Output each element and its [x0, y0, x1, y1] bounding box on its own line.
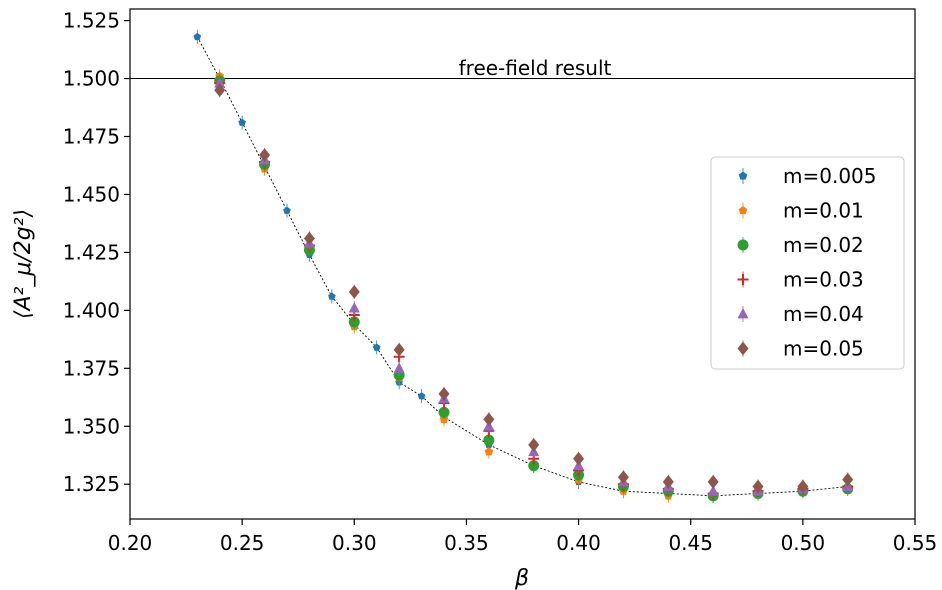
x-tick-label: 0.25 — [220, 531, 265, 555]
y-tick-label: 1.350 — [63, 414, 120, 438]
data-point — [752, 479, 764, 494]
data-point — [438, 406, 450, 418]
y-tick-label: 1.400 — [63, 298, 120, 322]
data-point — [393, 362, 405, 373]
data-point — [348, 284, 360, 299]
y-tick-label: 1.450 — [63, 182, 120, 206]
data-point — [662, 475, 674, 489]
legend-label: m=0.03 — [783, 268, 864, 292]
data-point — [417, 392, 426, 400]
legend: m=0.005 m=0.01 m=0.02 m=0.03 m=0.04 m=0.05 — [710, 156, 905, 370]
legend-marker — [738, 206, 748, 215]
legend-marker — [737, 307, 749, 319]
data-point — [438, 386, 450, 401]
data-point — [303, 231, 315, 246]
x-tick-label: 0.45 — [668, 531, 713, 555]
x-tick-label: 0.50 — [781, 531, 826, 555]
data-point — [573, 451, 585, 466]
y-tick-label: 1.525 — [63, 9, 120, 33]
data-point — [283, 206, 291, 214]
data-point — [528, 437, 540, 452]
data-point — [214, 83, 226, 98]
data-point — [393, 342, 405, 357]
x-tick-label: 0.40 — [556, 531, 601, 555]
x-tick-label: 0.35 — [444, 531, 489, 555]
data-point — [259, 148, 271, 162]
legend-label: m=0.04 — [783, 302, 864, 326]
legend-box — [710, 156, 905, 370]
data-point — [483, 434, 495, 446]
y-tick-label: 1.425 — [63, 240, 120, 264]
legend-marker — [737, 274, 749, 285]
data-point — [797, 479, 809, 494]
legend-label: m=0.05 — [783, 337, 864, 361]
legend-label: m=0.01 — [783, 199, 864, 223]
legend-label: m=0.005 — [783, 164, 877, 188]
y-axis-label: ⟨A²_μ/2g²⟩ — [11, 209, 36, 319]
legend-label: m=0.02 — [783, 233, 864, 257]
x-axis: 0.20 0.25 0.30 0.35 0.40 0.45 0.50 0.55 — [108, 519, 938, 555]
y-tick-label: 1.375 — [63, 356, 120, 380]
data-point — [484, 447, 494, 456]
x-tick-label: 0.55 — [893, 531, 938, 555]
data-point — [842, 472, 854, 487]
reference-line-label: free-field result — [459, 56, 612, 80]
data-point — [214, 77, 226, 88]
data-point — [483, 412, 495, 427]
data-point — [348, 301, 360, 313]
y-tick-label: 1.475 — [63, 125, 120, 149]
legend-marker — [738, 171, 748, 180]
data-points-group — [193, 29, 854, 503]
x-tick-label: 0.20 — [108, 531, 153, 555]
x-tick-label: 0.30 — [332, 531, 377, 555]
y-tick-label: 1.325 — [63, 472, 120, 496]
legend-marker — [737, 341, 749, 356]
data-point — [617, 470, 629, 485]
y-axis: 1.325 1.350 1.375 1.400 1.425 1.450 1.475 1.500… — [63, 9, 130, 496]
plot-frame — [129, 8, 916, 520]
data-point — [707, 475, 719, 489]
data-point — [372, 343, 381, 351]
legend-marker — [737, 239, 749, 251]
data-point — [707, 485, 719, 496]
data-point — [238, 118, 246, 126]
data-point — [193, 32, 202, 41]
data-point — [328, 292, 336, 300]
y-tick-label: 1.500 — [63, 67, 120, 91]
series-m=0.05 — [214, 83, 854, 494]
x-axis-label: β — [514, 566, 529, 590]
